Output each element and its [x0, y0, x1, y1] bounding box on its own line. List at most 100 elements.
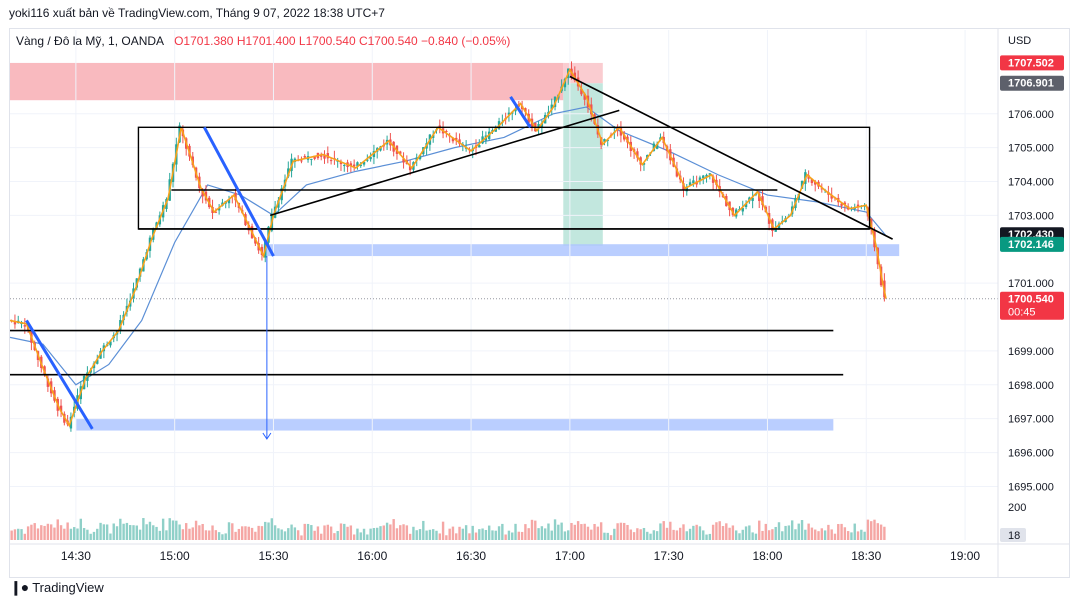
volume-bar: [629, 529, 632, 540]
volume-bar: [412, 526, 415, 540]
volume-bar: [168, 518, 171, 540]
axes-layer: USD 1706.000 1705.000 1704.000 1703.000 1701.…: [10, 28, 1070, 578]
volume-bar: [181, 529, 185, 540]
tradingview-logo[interactable]: ❙● TradingView: [10, 579, 104, 596]
y-tick-label: 1701.000: [1008, 278, 1054, 290]
candle-body: [550, 104, 553, 110]
volume-bar: [145, 524, 148, 540]
volume-bar: [853, 523, 856, 540]
volume-bar: [428, 529, 432, 540]
volume-bar: [497, 526, 501, 540]
volume-bar: [461, 528, 465, 540]
volume-bar: [310, 525, 313, 540]
candle-body: [810, 178, 814, 184]
volume-bar: [267, 522, 270, 540]
volume-bar: [636, 528, 639, 540]
volume-bar: [711, 524, 715, 540]
volume-bar: [240, 526, 244, 540]
volume-bar: [761, 530, 764, 540]
volume-bar: [326, 524, 330, 540]
volume-bar: [619, 522, 623, 540]
candle-body: [478, 145, 481, 148]
volume-bar: [504, 534, 507, 540]
volume-bar: [451, 526, 455, 540]
candle-body: [744, 203, 748, 208]
orange-line-layer: [9, 67, 887, 428]
volume-bar: [520, 531, 524, 540]
volume-bar: [320, 533, 323, 540]
volume-bar: [109, 533, 112, 540]
x-tick-label: 14:30: [61, 549, 91, 563]
volume-bar: [767, 530, 771, 540]
volume-bar: [557, 524, 560, 540]
candle-body: [603, 139, 606, 142]
price-badge-5: [1000, 291, 1064, 320]
volume-bar: [270, 518, 274, 540]
volume-bar: [208, 530, 211, 540]
volume-bar: [501, 523, 504, 540]
candle-body: [774, 227, 777, 232]
volume-bar: [264, 521, 267, 540]
candle-body: [408, 166, 412, 171]
y-tick-label: 1698.000: [1008, 380, 1054, 392]
symbol-legend[interactable]: Vàng / Đô la Mỹ, 1, OANDA O1701.380 H170…: [16, 34, 510, 48]
volume-bar: [227, 522, 231, 540]
volume-bar: [17, 528, 20, 540]
volume-bar: [343, 523, 346, 540]
volume-bar: [221, 534, 224, 540]
candle-body: [359, 164, 362, 167]
x-tick-label: 16:30: [456, 549, 486, 563]
volume-bar: [728, 527, 731, 540]
volume-bar: [669, 521, 672, 540]
candle-body: [247, 224, 250, 231]
volume-bar: [883, 526, 886, 540]
volume-bar: [129, 525, 132, 540]
volume-bar: [550, 530, 553, 540]
volume-bar: [63, 528, 66, 540]
currency-label: USD: [1008, 35, 1031, 47]
volume-bar: [280, 529, 283, 540]
volume-bar: [576, 521, 580, 540]
x-tick-label: 15:00: [160, 549, 190, 563]
candle-body: [323, 154, 326, 159]
candle-body: [201, 190, 204, 197]
volume-bar: [781, 531, 784, 540]
candle-body: [109, 341, 112, 346]
volume-bar: [194, 520, 198, 540]
volume-bar: [860, 529, 863, 540]
x-tick-label: 15:30: [258, 549, 288, 563]
change-value: −0.840 (−0.05%): [421, 34, 511, 48]
volume-bar: [573, 524, 577, 540]
volume-bar: [843, 527, 847, 540]
volume-bar: [198, 525, 201, 540]
volume-bar: [652, 530, 656, 540]
volume-bar: [817, 531, 820, 540]
volume-bar: [152, 525, 155, 540]
volume-bar: [82, 528, 86, 540]
volume-bar: [734, 530, 738, 540]
volume-bar: [148, 521, 152, 540]
candle-body: [362, 161, 366, 165]
volume-bar: [678, 527, 682, 540]
volume-bar: [705, 534, 708, 540]
candle-body: [455, 137, 458, 140]
volume-bar: [237, 528, 241, 540]
candle-body: [636, 151, 639, 158]
candle-body: [682, 183, 685, 191]
volume-bar: [524, 524, 527, 540]
volume-bar: [777, 522, 781, 540]
volume-bar: [273, 525, 277, 540]
candle-body: [402, 158, 405, 163]
candle-body: [329, 160, 333, 162]
volume-bar: [402, 524, 405, 540]
volume-bar: [92, 531, 96, 540]
high-value: H1701.400: [236, 34, 296, 48]
volume-bar: [464, 525, 468, 540]
volume-bar: [277, 528, 280, 540]
volume-bar: [708, 533, 712, 540]
x-tick-label: 16:00: [357, 549, 387, 563]
volume-bar: [754, 533, 758, 540]
volume-bar: [692, 525, 695, 540]
volume-bar: [43, 525, 46, 540]
